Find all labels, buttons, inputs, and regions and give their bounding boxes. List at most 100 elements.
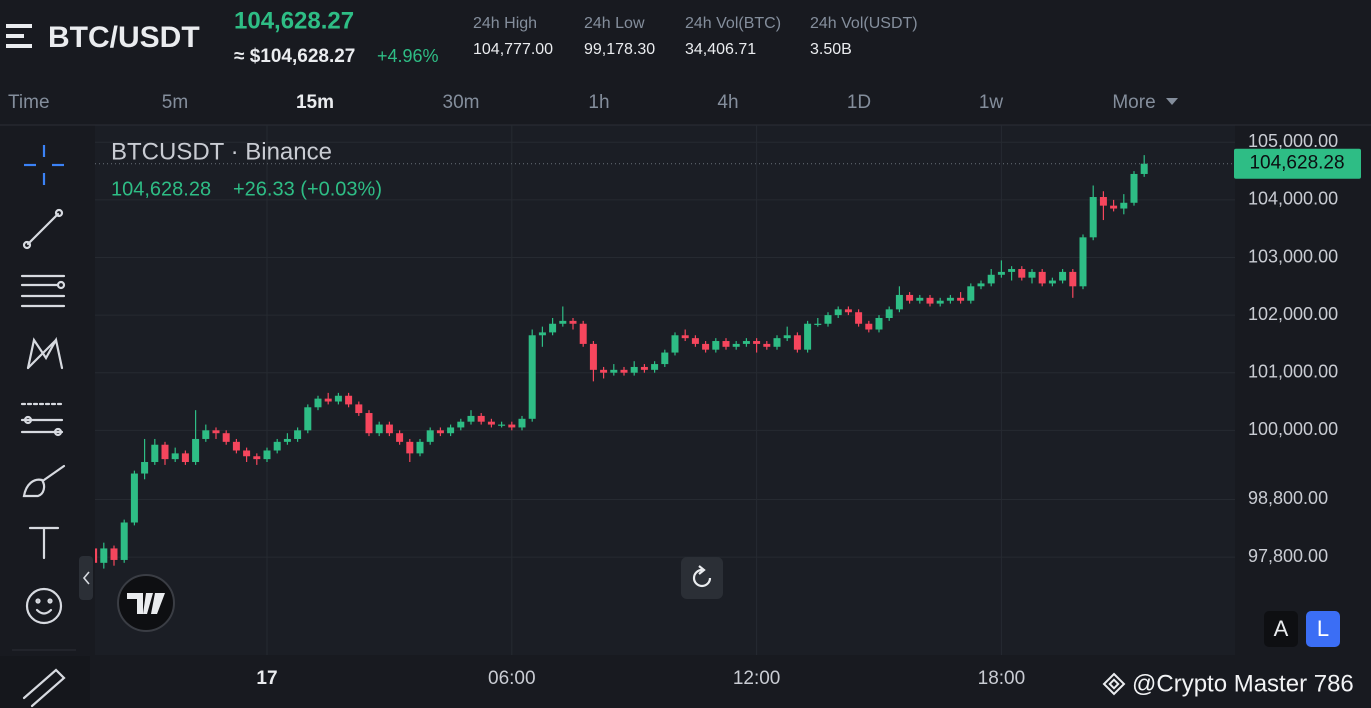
y-tick-label: 105,000.00	[1248, 131, 1338, 151]
candle-body	[447, 427, 455, 434]
candle-body	[783, 335, 791, 339]
emoji-tool[interactable]	[25, 587, 63, 625]
collapse-toolbar[interactable]	[79, 556, 93, 600]
icon-part	[26, 212, 60, 246]
candle-body	[661, 352, 669, 365]
logo-mark	[127, 593, 165, 614]
icon-part	[47, 598, 53, 604]
fib-tool[interactable]	[20, 274, 66, 308]
ruler-tool[interactable]	[22, 668, 66, 708]
timeframe-tab[interactable]: 15m	[296, 92, 334, 113]
candle-body	[671, 335, 679, 353]
candle-body	[559, 320, 567, 324]
candle-body	[885, 309, 893, 318]
candle-body	[375, 424, 383, 434]
timeframe-tab[interactable]: 4h	[717, 92, 738, 113]
candle-body	[385, 424, 393, 434]
candle-body	[549, 323, 557, 333]
y-tick-label: 103,000.00	[1248, 246, 1338, 266]
timeframe-tab[interactable]: 1w	[979, 92, 1004, 113]
line-tool[interactable]	[22, 208, 64, 250]
candle-body	[997, 271, 1005, 275]
candle-body	[620, 369, 628, 373]
brush-tool[interactable]	[22, 464, 66, 498]
stat-label: 24h Low	[584, 15, 645, 32]
y-tick-label: 98,800.00	[1248, 488, 1328, 508]
y-tick-label: 104,000.00	[1248, 189, 1338, 209]
candle-body	[600, 369, 608, 373]
tradingview-logo[interactable]	[117, 574, 175, 632]
candle-body	[1048, 280, 1056, 284]
icon-part	[1108, 678, 1120, 690]
candle-body	[926, 297, 934, 304]
crosshair-tool[interactable]	[24, 145, 64, 185]
candle-body	[987, 274, 995, 284]
timeframe-tab[interactable]: More	[1112, 92, 1155, 113]
candle-body	[436, 430, 444, 434]
y-tick-label: 101,000.00	[1248, 361, 1338, 381]
price-tag	[1234, 148, 1361, 179]
reset-button[interactable]	[681, 557, 723, 599]
candle-body	[967, 286, 975, 301]
candle-body	[681, 335, 689, 339]
candle-body	[865, 323, 873, 330]
pattern-tool[interactable]	[26, 336, 64, 370]
candle-body	[844, 309, 852, 313]
candle-body	[702, 343, 710, 350]
watermark-icon	[1102, 672, 1126, 696]
candle-body	[773, 338, 781, 347]
icon-part	[35, 598, 41, 604]
watermark: @Crypto Master 786	[1132, 670, 1354, 697]
timeframe-tab[interactable]: 5m	[162, 92, 188, 113]
candle-body	[365, 413, 373, 434]
pair[interactable]: BTC/USDT	[48, 21, 200, 54]
timeframe-tab[interactable]: 30m	[443, 92, 480, 113]
text-tool[interactable]	[28, 526, 60, 560]
stat-value: 99,178.30	[584, 41, 655, 58]
candle-body	[100, 548, 108, 563]
timeframe-tab[interactable]: 1D	[847, 92, 871, 113]
stat-label: 24h High	[473, 15, 537, 32]
candle-body	[640, 366, 648, 370]
candle-body	[202, 430, 210, 439]
candle-body	[589, 343, 597, 370]
auto-button[interactable]	[1264, 611, 1298, 647]
candle-body	[243, 450, 251, 457]
reset-icon	[698, 565, 706, 575]
menu-icon[interactable]	[6, 24, 32, 48]
candle-body	[1099, 197, 1107, 206]
candle-body	[1028, 271, 1036, 278]
projection-tool[interactable]	[20, 402, 64, 437]
x-tick-label: 06:00	[488, 668, 536, 689]
icon-part	[35, 608, 53, 615]
candle-body	[804, 323, 812, 350]
x-tick-label: 12:00	[733, 668, 781, 689]
candle-body	[691, 338, 699, 344]
timeframe-tab[interactable]: 1h	[588, 92, 609, 113]
candle-body	[936, 300, 944, 304]
price-tag-label: 104,628.28	[1249, 153, 1344, 174]
candle-body	[304, 407, 312, 431]
timeframe-tab[interactable]: Time	[8, 92, 50, 113]
candle-body	[1110, 205, 1118, 209]
icon-part	[42, 464, 66, 482]
candle-body	[742, 341, 750, 344]
candle-body	[95, 548, 98, 563]
candle-body	[518, 418, 526, 428]
candle-body	[753, 341, 761, 344]
candle-body	[1008, 269, 1016, 272]
chart-legend-change: +26.33 (+0.03%)	[233, 178, 382, 200]
icon-part	[22, 668, 66, 708]
candle-body	[763, 343, 771, 347]
candle-body	[110, 548, 118, 560]
candle-body	[1079, 237, 1087, 287]
candle-body	[528, 335, 536, 419]
x-tick-label: 18:00	[978, 668, 1026, 689]
log-button[interactable]	[1306, 611, 1340, 647]
candle-body	[396, 433, 404, 442]
icon-part	[25, 587, 63, 625]
candle-body	[895, 294, 903, 310]
candle-body	[875, 317, 883, 330]
ruler-area	[0, 656, 90, 708]
candle-body	[916, 297, 924, 301]
